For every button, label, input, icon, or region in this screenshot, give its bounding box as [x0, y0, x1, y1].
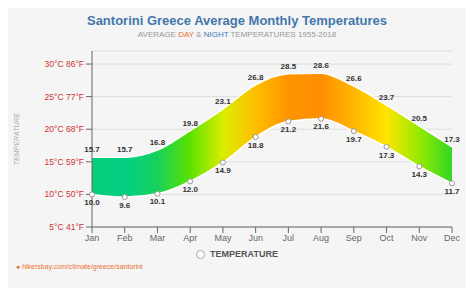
- svg-text:Aug: Aug: [313, 233, 329, 243]
- svg-text:26.6: 26.6: [346, 74, 362, 83]
- svg-text:5°C 41°F: 5°C 41°F: [49, 222, 84, 232]
- html-text:● hikersbay.com/climate/greece: ● hikersbay.com/climate/greece/santorini: [16, 263, 143, 270]
- svg-text:20°C 68°F: 20°C 68°F: [45, 124, 84, 134]
- svg-text:14.9: 14.9: [215, 166, 231, 175]
- svg-text:23.7: 23.7: [379, 93, 395, 102]
- svg-text:16.8: 16.8: [150, 138, 166, 147]
- svg-text:Apr: Apr: [183, 233, 197, 243]
- svg-text:21.2: 21.2: [281, 125, 297, 134]
- svg-text:17.3: 17.3: [444, 135, 460, 144]
- svg-text:May: May: [214, 233, 232, 243]
- svg-text:Dec: Dec: [444, 233, 461, 243]
- svg-text:15.7: 15.7: [117, 145, 133, 154]
- svg-text:Jan: Jan: [85, 233, 100, 243]
- svg-text:12.0: 12.0: [182, 185, 198, 194]
- svg-text:9.6: 9.6: [119, 201, 131, 210]
- svg-text:Mar: Mar: [150, 233, 166, 243]
- svg-text:Sep: Sep: [346, 233, 362, 243]
- svg-text:10.1: 10.1: [150, 197, 166, 206]
- svg-text:Jul: Jul: [283, 233, 295, 243]
- svg-text:21.6: 21.6: [313, 122, 329, 131]
- svg-text:17.3: 17.3: [379, 151, 395, 160]
- html-text:Santorini Greece Average Month: Santorini Greece Average Monthly Tempera…: [87, 13, 387, 28]
- svg-text:20.5: 20.5: [411, 114, 427, 123]
- svg-text:30°C 86°F: 30°C 86°F: [45, 59, 84, 69]
- svg-text:28.5: 28.5: [281, 62, 297, 71]
- svg-text:Feb: Feb: [117, 233, 133, 243]
- svg-text:18.8: 18.8: [248, 141, 264, 150]
- svg-text:26.8: 26.8: [248, 73, 264, 82]
- svg-text:28.6: 28.6: [313, 61, 329, 70]
- svg-text:15.7: 15.7: [84, 145, 100, 154]
- svg-text:10°C 50°F: 10°C 50°F: [45, 189, 84, 199]
- svg-text:19.7: 19.7: [346, 135, 362, 144]
- svg-text:23.1: 23.1: [215, 97, 231, 106]
- svg-text:10.0: 10.0: [84, 198, 100, 207]
- svg-text:25°C 77°F: 25°C 77°F: [45, 92, 84, 102]
- html-text:TEMPERATURE: TEMPERATURE: [210, 249, 278, 259]
- svg-text:Nov: Nov: [411, 233, 428, 243]
- svg-text:11.7: 11.7: [444, 187, 460, 196]
- svg-text:Oct: Oct: [380, 233, 395, 243]
- svg-text:Jun: Jun: [248, 233, 263, 243]
- svg-text:TEMPERATURE: TEMPERATURE: [13, 112, 20, 165]
- svg-text:14.3: 14.3: [411, 170, 427, 179]
- html-text:AVERAGE DAY & NIGHT TEMPERATUR: AVERAGE DAY & NIGHT TEMPERATURES 1955-20…: [137, 30, 337, 39]
- svg-text:19.8: 19.8: [182, 119, 198, 128]
- svg-text:15°C 59°F: 15°C 59°F: [45, 157, 84, 167]
